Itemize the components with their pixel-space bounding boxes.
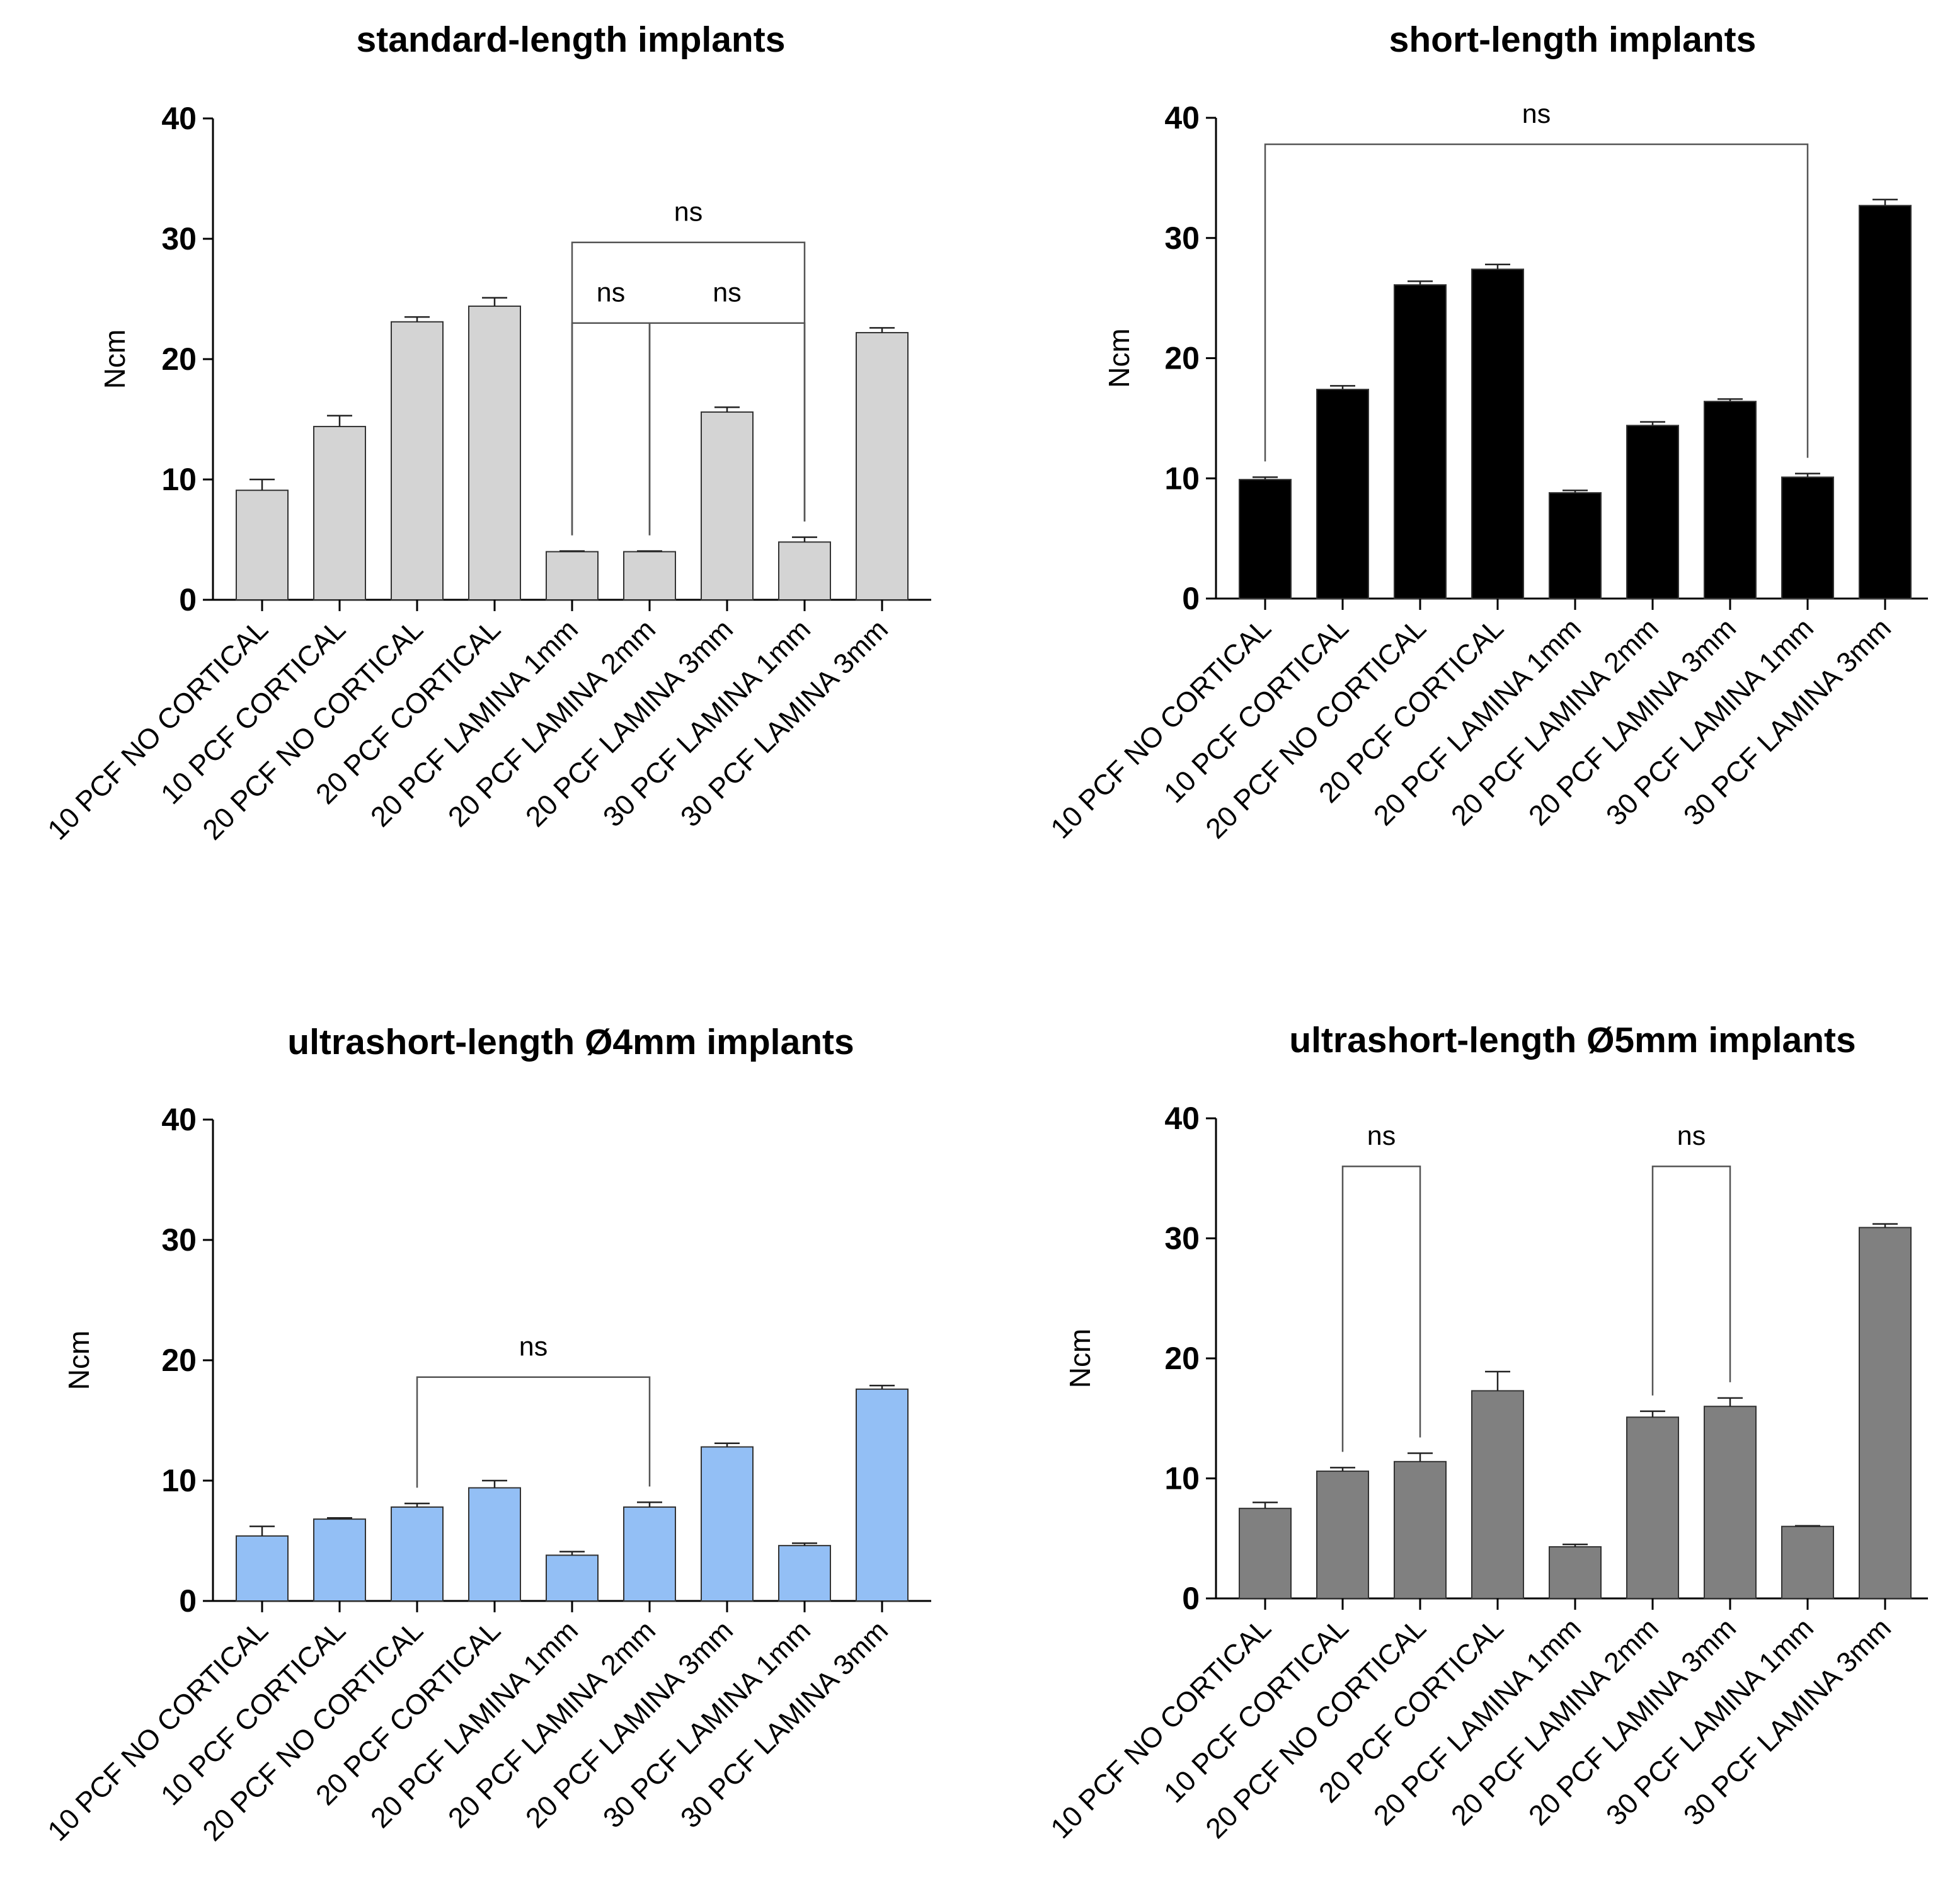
chart-panel-3: ultrashort-length Ø4mm implants Ncm 0 10 20 3… bbox=[41, 1022, 931, 1847]
y-axis-label: Ncm bbox=[98, 330, 131, 389]
chart-panel-4: ultrashort-length Ø5mm implants Ncm 0 10 20 3… bbox=[1044, 1020, 1928, 1845]
bar bbox=[856, 1388, 909, 1602]
significance-bracket bbox=[1651, 1165, 1731, 1396]
bar bbox=[1626, 1416, 1679, 1599]
y-tick-label: 10 bbox=[161, 1463, 197, 1498]
significance-bracket bbox=[571, 241, 806, 536]
bar bbox=[1781, 476, 1834, 600]
bar bbox=[856, 331, 909, 600]
bar bbox=[701, 411, 754, 600]
bar bbox=[1239, 1508, 1292, 1599]
y-tick-label: 30 bbox=[1164, 1221, 1200, 1256]
bar bbox=[1471, 268, 1524, 600]
y-tick-label: 40 bbox=[1164, 1101, 1200, 1136]
bar bbox=[1316, 389, 1369, 599]
y-tick-label: 10 bbox=[161, 462, 197, 497]
y-axis-label: Ncm bbox=[1064, 1329, 1096, 1389]
bar bbox=[623, 1506, 676, 1602]
y-tick-label: 20 bbox=[1164, 341, 1200, 376]
significance-label: ns bbox=[1522, 99, 1551, 129]
y-tick-label: 0 bbox=[179, 1583, 197, 1619]
bar bbox=[1394, 284, 1447, 599]
chart-title: standard-length implants bbox=[357, 20, 786, 60]
y-axis-label: Ncm bbox=[1103, 328, 1135, 388]
bar bbox=[546, 551, 599, 600]
y-tick-label: 10 bbox=[1164, 1461, 1200, 1496]
bar bbox=[1859, 205, 1912, 599]
bar bbox=[391, 1506, 444, 1602]
chart-title: ultrashort-length Ø4mm implants bbox=[287, 1022, 854, 1062]
significance-bracket bbox=[1341, 1165, 1421, 1452]
bar bbox=[236, 1535, 289, 1602]
significance-bracket bbox=[1264, 143, 1809, 462]
y-tick-label: 20 bbox=[161, 1343, 197, 1378]
bar bbox=[1859, 1227, 1912, 1599]
bar bbox=[1471, 1390, 1524, 1600]
bar bbox=[1394, 1460, 1447, 1600]
bar bbox=[1239, 479, 1292, 599]
y-tick-label: 0 bbox=[1182, 1581, 1200, 1616]
y-tick-label: 0 bbox=[179, 582, 197, 617]
y-tick-label: 10 bbox=[1164, 461, 1200, 496]
y-tick-label: 40 bbox=[161, 1102, 197, 1137]
bar bbox=[546, 1554, 599, 1602]
y-tick-label: 20 bbox=[161, 341, 197, 377]
y-tick-label: 0 bbox=[1182, 581, 1200, 616]
significance-label: ns bbox=[1677, 1121, 1706, 1151]
bar bbox=[468, 305, 521, 600]
significance-label: ns bbox=[597, 278, 625, 308]
chart-title: short-length implants bbox=[1389, 20, 1757, 60]
bar bbox=[1549, 492, 1602, 600]
y-tick-label: 30 bbox=[161, 1222, 197, 1258]
chart-title: ultrashort-length Ø5mm implants bbox=[1289, 1020, 1855, 1060]
significance-label: ns bbox=[519, 1332, 548, 1362]
bar bbox=[236, 490, 289, 600]
significance-label: ns bbox=[1367, 1121, 1396, 1151]
y-tick-label: 30 bbox=[1164, 221, 1200, 256]
bar bbox=[391, 321, 444, 600]
bar bbox=[778, 1545, 831, 1602]
bar bbox=[1316, 1471, 1369, 1600]
y-axis-label: Ncm bbox=[62, 1331, 95, 1391]
bar bbox=[1704, 401, 1757, 599]
significance-bracket bbox=[571, 322, 651, 536]
bar bbox=[623, 551, 676, 600]
bar bbox=[1626, 425, 1679, 599]
bar bbox=[778, 541, 831, 601]
y-tick-label: 20 bbox=[1164, 1341, 1200, 1376]
bar bbox=[1704, 1406, 1757, 1599]
bar bbox=[1781, 1525, 1834, 1599]
y-tick-label: 40 bbox=[161, 101, 197, 136]
bar bbox=[1549, 1546, 1602, 1599]
significance-label: ns bbox=[713, 278, 741, 308]
y-tick-label: 30 bbox=[161, 221, 197, 256]
bar bbox=[313, 425, 366, 601]
bar bbox=[468, 1487, 521, 1602]
bar bbox=[701, 1446, 754, 1602]
bar bbox=[313, 1518, 366, 1602]
significance-label: ns bbox=[674, 197, 703, 227]
significance-bracket bbox=[416, 1376, 651, 1488]
y-tick-label: 40 bbox=[1164, 100, 1200, 135]
